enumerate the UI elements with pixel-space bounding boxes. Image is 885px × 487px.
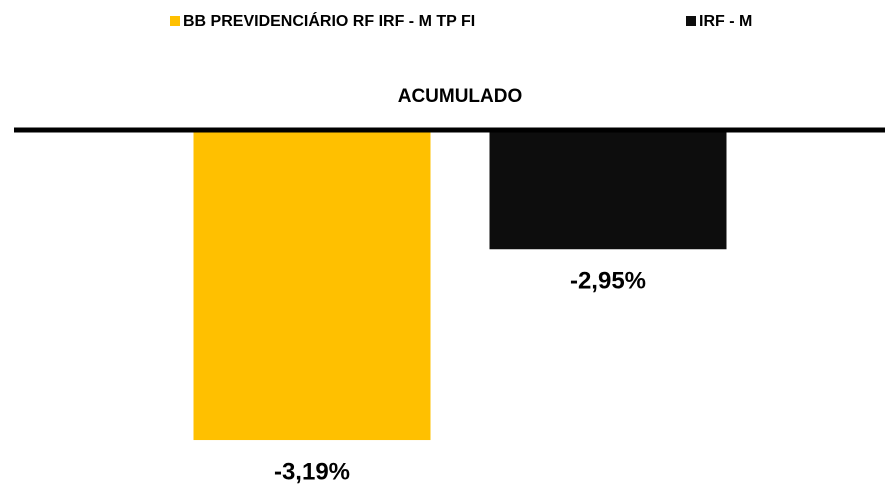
legend-label: BB PREVIDENCIÁRIO RF IRF - M TP FI bbox=[183, 11, 475, 30]
bar bbox=[489, 130, 727, 250]
value-label: -3,19% bbox=[274, 458, 350, 485]
value-label: -2,95% bbox=[570, 268, 646, 295]
legend-swatch bbox=[686, 16, 696, 26]
category-label: ACUMULADO bbox=[398, 86, 523, 107]
legend-label: IRF - M bbox=[699, 13, 752, 30]
bar bbox=[193, 130, 431, 441]
legend-swatch bbox=[170, 16, 180, 26]
